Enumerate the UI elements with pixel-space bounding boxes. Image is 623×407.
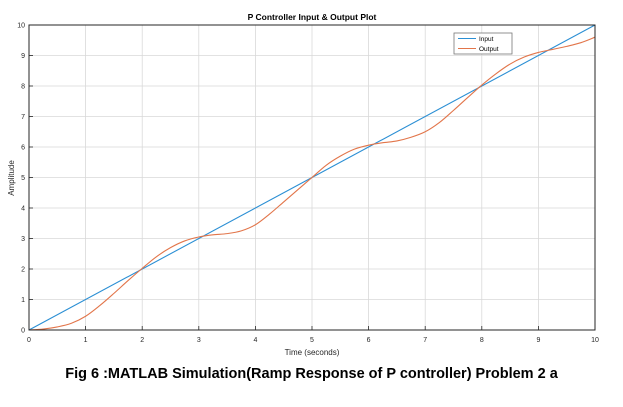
legend-output-label: Output	[479, 46, 499, 53]
y-tick-label: 10	[17, 23, 25, 30]
y-tick-label: 9	[21, 53, 25, 60]
x-tick-label: 7	[423, 337, 427, 344]
x-tick-label: 0	[27, 337, 31, 344]
figure-caption: Fig 6 :MATLAB Simulation(Ramp Response o…	[65, 366, 558, 382]
y-tick-label: 3	[21, 236, 25, 243]
x-tick-label: 3	[197, 337, 201, 344]
y-tick-label: 0	[21, 328, 25, 335]
y-tick-label: 8	[21, 84, 25, 91]
x-tick-label: 1	[84, 337, 88, 344]
chart-title: P Controller Input & Output Plot	[248, 12, 377, 22]
x-tick-label: 8	[480, 337, 484, 344]
x-tick-label: 6	[367, 337, 371, 344]
x-tick-label: 4	[253, 337, 257, 344]
y-tick-label: 5	[21, 175, 25, 182]
x-tick-label: 9	[536, 337, 540, 344]
y-tick-label: 1	[21, 297, 25, 304]
y-tick-label: 2	[21, 267, 25, 274]
legend-input-label: Input	[479, 36, 494, 43]
y-tick-label: 4	[21, 206, 25, 213]
axis-ticks: 0 1 2 3 4 5 6 7 8 9 10 0 1 2 3 4 5 6 7 8 9 10	[17, 23, 599, 345]
x-tick-label: 10	[591, 337, 599, 344]
x-tick-label: 2	[140, 337, 144, 344]
y-tick-label: 6	[21, 145, 25, 152]
series-lines	[28, 24, 596, 331]
series-line-output	[28, 36, 596, 331]
y-tick-label: 7	[21, 114, 25, 121]
legend: Input Output	[453, 32, 513, 55]
y-axis-label: Amplitude	[7, 160, 16, 196]
x-axis-label: Time (seconds)	[285, 348, 340, 357]
x-tick-label: 5	[310, 337, 314, 344]
